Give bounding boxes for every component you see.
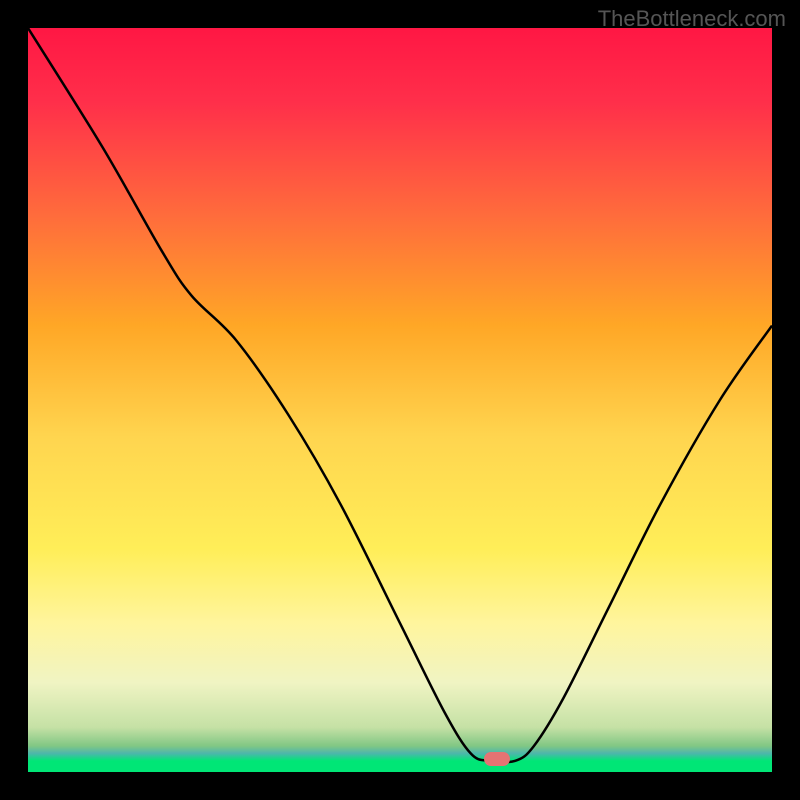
watermark-text: TheBottleneck.com — [598, 6, 786, 32]
bottleneck-chart — [28, 28, 772, 772]
optimal-marker — [484, 752, 510, 766]
chart-background — [28, 28, 772, 772]
chart-svg — [28, 28, 772, 772]
